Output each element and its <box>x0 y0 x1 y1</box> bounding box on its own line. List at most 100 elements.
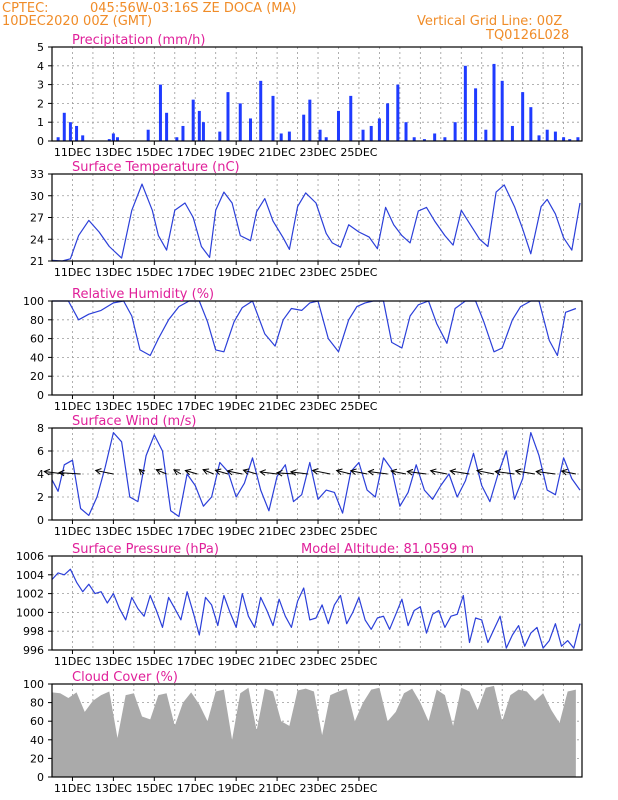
rh-ytick-label: 20 <box>30 370 44 383</box>
wind-arrow-shaft <box>290 471 308 475</box>
precip-bar <box>271 95 275 141</box>
wind-arrow <box>275 469 296 477</box>
wind-arrow-shaft <box>276 472 296 475</box>
precip-bar <box>107 139 111 141</box>
precip-xtick-label: 25DEC <box>340 146 377 159</box>
wind-xtick-label: 11DEC <box>54 525 91 538</box>
wind-arrow-shaft <box>476 470 495 475</box>
wind-arrow-shaft <box>350 470 368 475</box>
wind-arrow <box>429 468 448 475</box>
wind-arrow-head <box>514 468 522 475</box>
wind-arrow-head <box>494 468 502 476</box>
wind-arrow-head <box>94 468 102 475</box>
precip-bar <box>361 129 365 141</box>
panel-rh: 0 20 40 60 80 100 11DEC 13DEC 15DEC 17DEC 19DEC 21D… <box>23 287 583 413</box>
wind-arrow-shaft <box>407 471 427 475</box>
panel-wind: 0 2 4 6 8 11DEC 13DEC 15DEC 17DEC 19DEC 21DEC 23DEC… <box>37 414 583 538</box>
wind-arrow <box>173 469 182 476</box>
cloud-xtick-label: 23DEC <box>299 782 336 795</box>
wind-ytick-label: 8 <box>37 422 44 435</box>
precip-bar <box>259 80 263 141</box>
wind-ytick-label: 4 <box>37 468 44 481</box>
precip-bar <box>75 125 79 141</box>
precip-xtick-label: 19DEC <box>218 146 255 159</box>
cloud-ytick-label: 100 <box>23 678 44 691</box>
precip-bar <box>279 133 283 141</box>
rh-ytick-label: 100 <box>23 295 44 308</box>
wind-arrow-shaft <box>312 469 331 475</box>
pres-xtick-label: 23DEC <box>299 655 336 668</box>
pres-line <box>51 568 581 649</box>
cloud-xtick-label: 15DEC <box>136 782 173 795</box>
wind-arrow-shaft <box>430 470 448 475</box>
precip-bar <box>181 125 185 141</box>
precip-ytick-label: 0 <box>37 135 44 148</box>
wind-xtick-label: 17DEC <box>177 525 214 538</box>
rh-xtick-label: 15DEC <box>136 400 173 413</box>
wind-arrow-head <box>214 468 222 475</box>
wind-arrow-shaft <box>156 469 167 475</box>
cloud-xtick-label: 21DEC <box>259 782 296 795</box>
rh-xtick-label: 11DEC <box>54 400 91 413</box>
precip-bar <box>568 139 572 141</box>
wind-arrow-head <box>349 468 357 475</box>
temp-xtick-label: 15DEC <box>136 266 173 279</box>
rh-xtick-label: 19DEC <box>218 400 255 413</box>
cloud-area <box>52 685 576 777</box>
cloud-ytick-label: 0 <box>37 771 44 784</box>
precip-bar <box>404 122 408 141</box>
panel-cloud: 0 20 40 60 80 100 11DEC 13DEC 15DEC 17DEC 19DEC 21D… <box>23 670 583 795</box>
precip-bar <box>165 112 169 141</box>
precip-bar <box>510 125 514 141</box>
wind-arrow-head <box>155 468 163 475</box>
precip-bar <box>412 137 416 141</box>
wind-arrow-shaft <box>138 469 145 475</box>
pres-xtick-label: 25DEC <box>340 655 377 668</box>
rh-title: Relative Humidity (%) <box>72 287 214 302</box>
precip-bar <box>453 122 457 141</box>
wind-arrow <box>138 468 146 476</box>
wind-arrow-shaft <box>58 472 81 475</box>
wind-arrow-shaft <box>536 471 556 475</box>
precip-bar <box>484 129 488 141</box>
wind-arrow <box>390 468 407 476</box>
rh-ytick-label: 60 <box>30 333 44 346</box>
precip-bar <box>158 84 162 141</box>
precip-bar <box>562 137 566 141</box>
grid-note-label: Vertical Grid Line: 00Z <box>417 14 562 29</box>
cloud-title: Cloud Cover (%) <box>72 670 178 685</box>
temp-ytick-label: 21 <box>30 255 44 268</box>
precip-bar <box>287 131 291 141</box>
precip-xtick-label: 23DEC <box>299 146 336 159</box>
wind-arrow <box>202 468 214 475</box>
wind-arrow-head <box>535 468 542 476</box>
precip-bar <box>500 80 504 141</box>
wind-arrow-head <box>43 468 51 476</box>
rh-xtick-label: 25DEC <box>340 400 377 413</box>
precip-bar <box>201 122 205 141</box>
temp-ytick-label: 33 <box>30 168 44 181</box>
wind-arrow <box>289 469 308 476</box>
pres-title: Surface Pressure (hPa) <box>72 542 219 557</box>
pres-xtick-label: 21DEC <box>259 655 296 668</box>
wind-arrow-shaft <box>368 471 388 475</box>
precip-xtick-label: 17DEC <box>177 146 214 159</box>
wind-arrow <box>57 469 81 477</box>
temp-ytick-label: 24 <box>30 233 44 246</box>
precip-frame <box>51 46 583 142</box>
wind-arrow <box>155 468 167 475</box>
precip-xtick-label: 11DEC <box>54 146 91 159</box>
temp-xtick-label: 23DEC <box>299 266 336 279</box>
pres-plot-area <box>52 556 582 650</box>
wind-arrow-shaft <box>227 470 243 475</box>
wind-xtick-label: 19DEC <box>218 525 255 538</box>
temp-xtick-label: 25DEC <box>340 266 377 279</box>
wind-arrow <box>476 468 495 475</box>
pres-frame <box>51 555 583 651</box>
wind-arrow-head <box>449 468 457 475</box>
wind-arrow-head <box>226 468 234 476</box>
precip-bar <box>81 135 85 141</box>
wind-arrow-head <box>202 468 210 475</box>
temp-title: Surface Temperature (nC) <box>72 160 240 175</box>
